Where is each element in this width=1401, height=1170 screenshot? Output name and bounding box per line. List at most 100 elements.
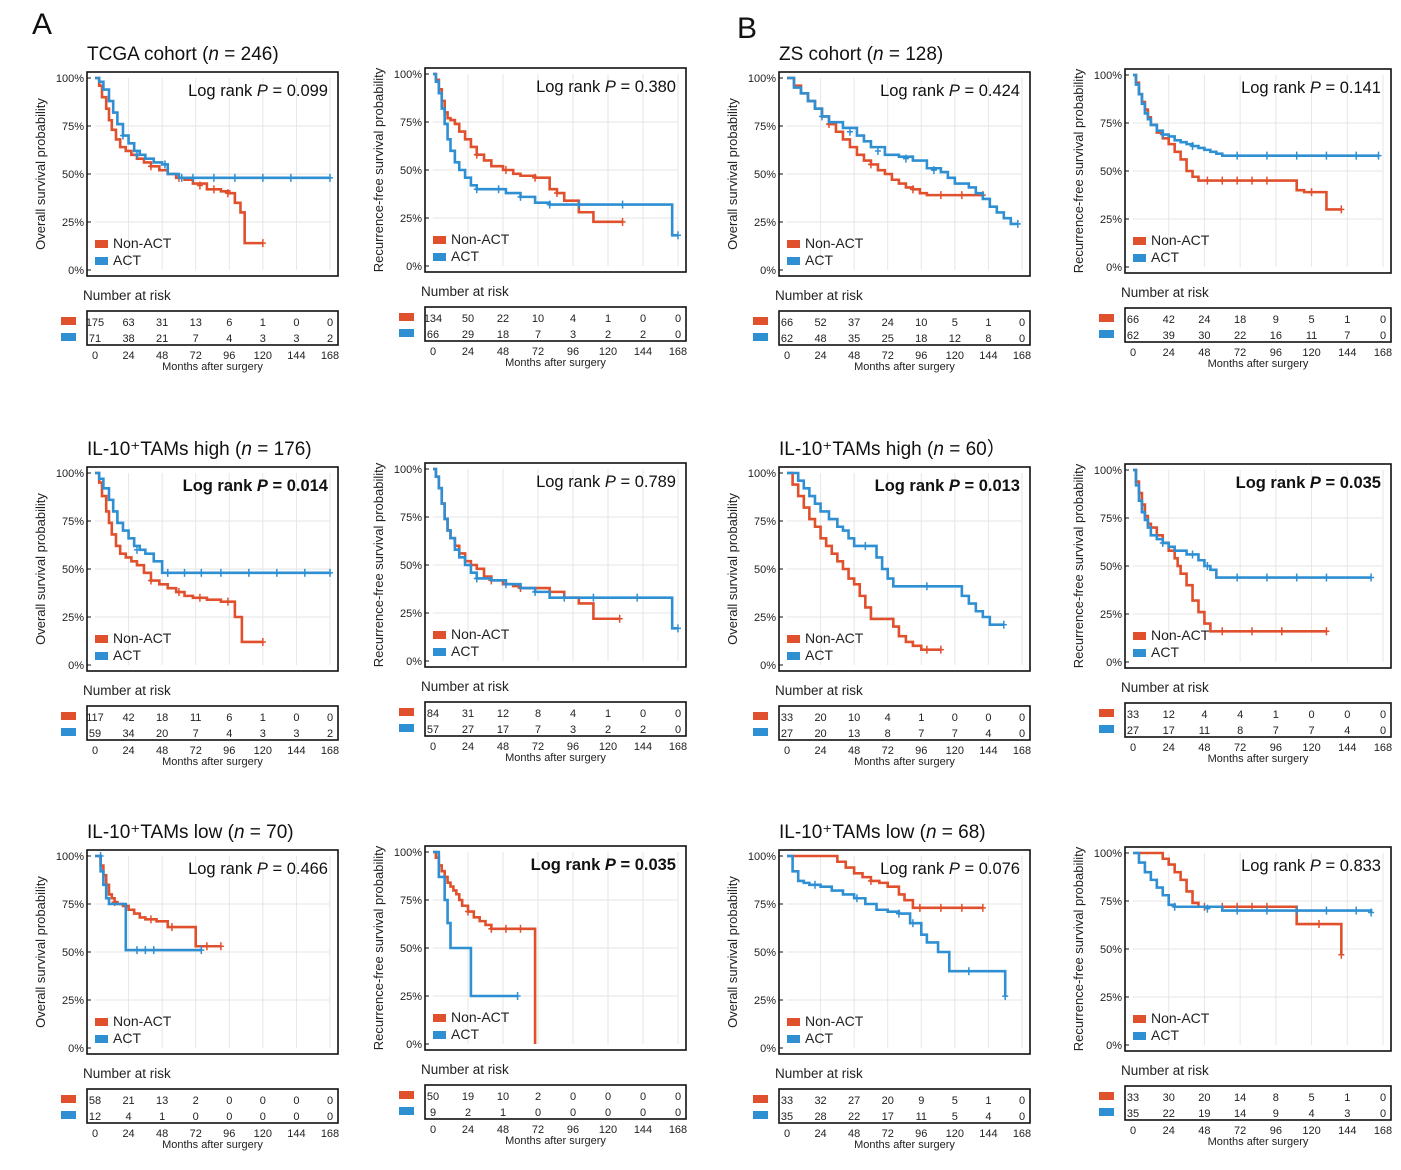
risk-count: 2 (605, 724, 611, 736)
chart-title-n-letter: n (234, 822, 245, 843)
risk-swatch (61, 333, 76, 341)
risk-count: 22 (848, 1111, 860, 1123)
x-tick-label: 144 (1338, 1125, 1356, 1137)
y-axis-label: Recurrence-free survival probability (371, 67, 386, 272)
legend-swatch (95, 635, 108, 643)
risk-count: 3 (1344, 1108, 1350, 1120)
km-curve-non-act (1133, 468, 1327, 633)
risk-count: 20 (882, 1095, 894, 1107)
risk-count: 48 (814, 333, 826, 345)
risk-swatch (61, 728, 76, 736)
risk-count: 20 (1198, 1092, 1210, 1104)
risk-count: 0 (226, 1095, 232, 1107)
risk-count: 35 (848, 333, 860, 345)
x-axis-label: Months after surgery (854, 361, 955, 373)
risk-count: 0 (1380, 709, 1386, 721)
risk-count: 28 (814, 1111, 826, 1123)
risk-count: 18 (1234, 314, 1246, 326)
risk-count: 33 (1127, 709, 1139, 721)
risk-count: 13 (156, 1095, 168, 1107)
log-rank-p-value: = 0.099 (268, 82, 328, 100)
y-tick-label: 0% (760, 660, 776, 672)
y-tick-label: 75% (400, 117, 422, 129)
risk-count: 0 (640, 708, 646, 720)
y-axis-label: Recurrence-free survival probability (371, 462, 386, 667)
risk-count: 1 (605, 708, 611, 720)
x-axis-label: Months after surgery (505, 357, 606, 369)
x-tick-label: 24 (1163, 347, 1175, 359)
risk-count: 0 (570, 1107, 576, 1119)
risk-count: 19 (462, 1091, 474, 1103)
legend-label: Non-ACT (451, 626, 510, 642)
risk-count: 0 (1019, 1095, 1025, 1107)
risk-count: 8 (985, 333, 991, 345)
y-tick-label: 25% (754, 995, 776, 1007)
risk-table-frame (424, 1084, 687, 1120)
x-tick-label: 72 (532, 346, 544, 358)
y-tick-label: 25% (62, 612, 84, 624)
risk-count: 18 (915, 333, 927, 345)
risk-title: Number at risk (775, 288, 863, 303)
x-tick-label: 0 (1130, 742, 1136, 754)
risk-count: 30 (1198, 330, 1210, 342)
x-tick-label: 96 (1270, 347, 1282, 359)
risk-swatch (399, 1107, 414, 1115)
y-tick-label: 50% (400, 560, 422, 572)
chart-title-n-letter: n (241, 439, 252, 460)
chart-title-n-letter: n (208, 44, 219, 65)
legend-label: Non-ACT (805, 235, 864, 251)
y-tick-label: 75% (754, 121, 776, 133)
km-chart-zs_os: 0% 25% 50% 75% 100% Overall survival probabil… (725, 44, 1031, 373)
km-chart-il10low_b_os: 0% 25% 50% 75% 100% Overall survival probabil… (725, 822, 1031, 1151)
km-chart-tcga_os: 0% 25% 50% 75% 100% Overall survival probabil… (33, 44, 339, 373)
log-rank-p-value: = 0.424 (960, 82, 1020, 100)
x-tick-label: 48 (848, 1128, 860, 1140)
risk-count: 7 (1273, 725, 1279, 737)
risk-swatch (61, 1111, 76, 1119)
km-curve-act (95, 471, 330, 575)
risk-count: 6 (226, 317, 232, 329)
legend-swatch (95, 1035, 108, 1043)
x-tick-label: 144 (634, 1124, 652, 1136)
x-tick-label: 144 (287, 1128, 305, 1140)
risk-count: 4 (885, 712, 891, 724)
risk-swatch (753, 712, 768, 720)
y-tick-label: 100% (1094, 465, 1122, 477)
risk-count: 19 (1198, 1108, 1210, 1120)
risk-count: 0 (226, 1111, 232, 1123)
risk-count: 66 (1127, 314, 1139, 326)
risk-swatch (1099, 330, 1114, 338)
km-curve-act (1133, 468, 1372, 579)
risk-swatch (399, 313, 414, 321)
risk-count: 4 (985, 1111, 991, 1123)
risk-count: 4 (1201, 709, 1207, 721)
risk-count: 21 (122, 1095, 134, 1107)
risk-count: 5 (1309, 314, 1315, 326)
y-tick-label: 100% (56, 851, 84, 863)
y-tick-label: 25% (754, 612, 776, 624)
x-tick-label: 24 (462, 741, 474, 753)
risk-count: 0 (193, 1111, 199, 1123)
log-rank-prefix: Log rank (531, 856, 605, 874)
risk-count: 12 (89, 1111, 101, 1123)
y-tick-label: 75% (62, 121, 84, 133)
x-axis-label: Months after surgery (854, 1139, 955, 1151)
charts-grid: 0%25%50%75%100%Overall survival probabil… (33, 44, 1392, 1151)
risk-count: 4 (126, 1111, 132, 1123)
x-tick-label: 144 (287, 745, 305, 757)
risk-count: 0 (675, 329, 681, 341)
risk-count: 2 (605, 329, 611, 341)
x-tick-label: 0 (784, 1128, 790, 1140)
x-tick-label: 48 (848, 350, 860, 362)
risk-count: 24 (882, 317, 894, 329)
risk-count: 117 (86, 712, 104, 724)
log-rank-p-value: = 0.013 (960, 477, 1020, 495)
legend-label: Non-ACT (1151, 232, 1210, 248)
y-tick-label: 50% (1100, 166, 1122, 178)
legend-label: Non-ACT (1151, 1010, 1210, 1026)
log-rank-p-letter: P (949, 860, 960, 878)
risk-count: 3 (570, 724, 576, 736)
risk-count: 5 (952, 317, 958, 329)
risk-title: Number at risk (421, 284, 509, 299)
risk-swatch (1099, 725, 1114, 733)
